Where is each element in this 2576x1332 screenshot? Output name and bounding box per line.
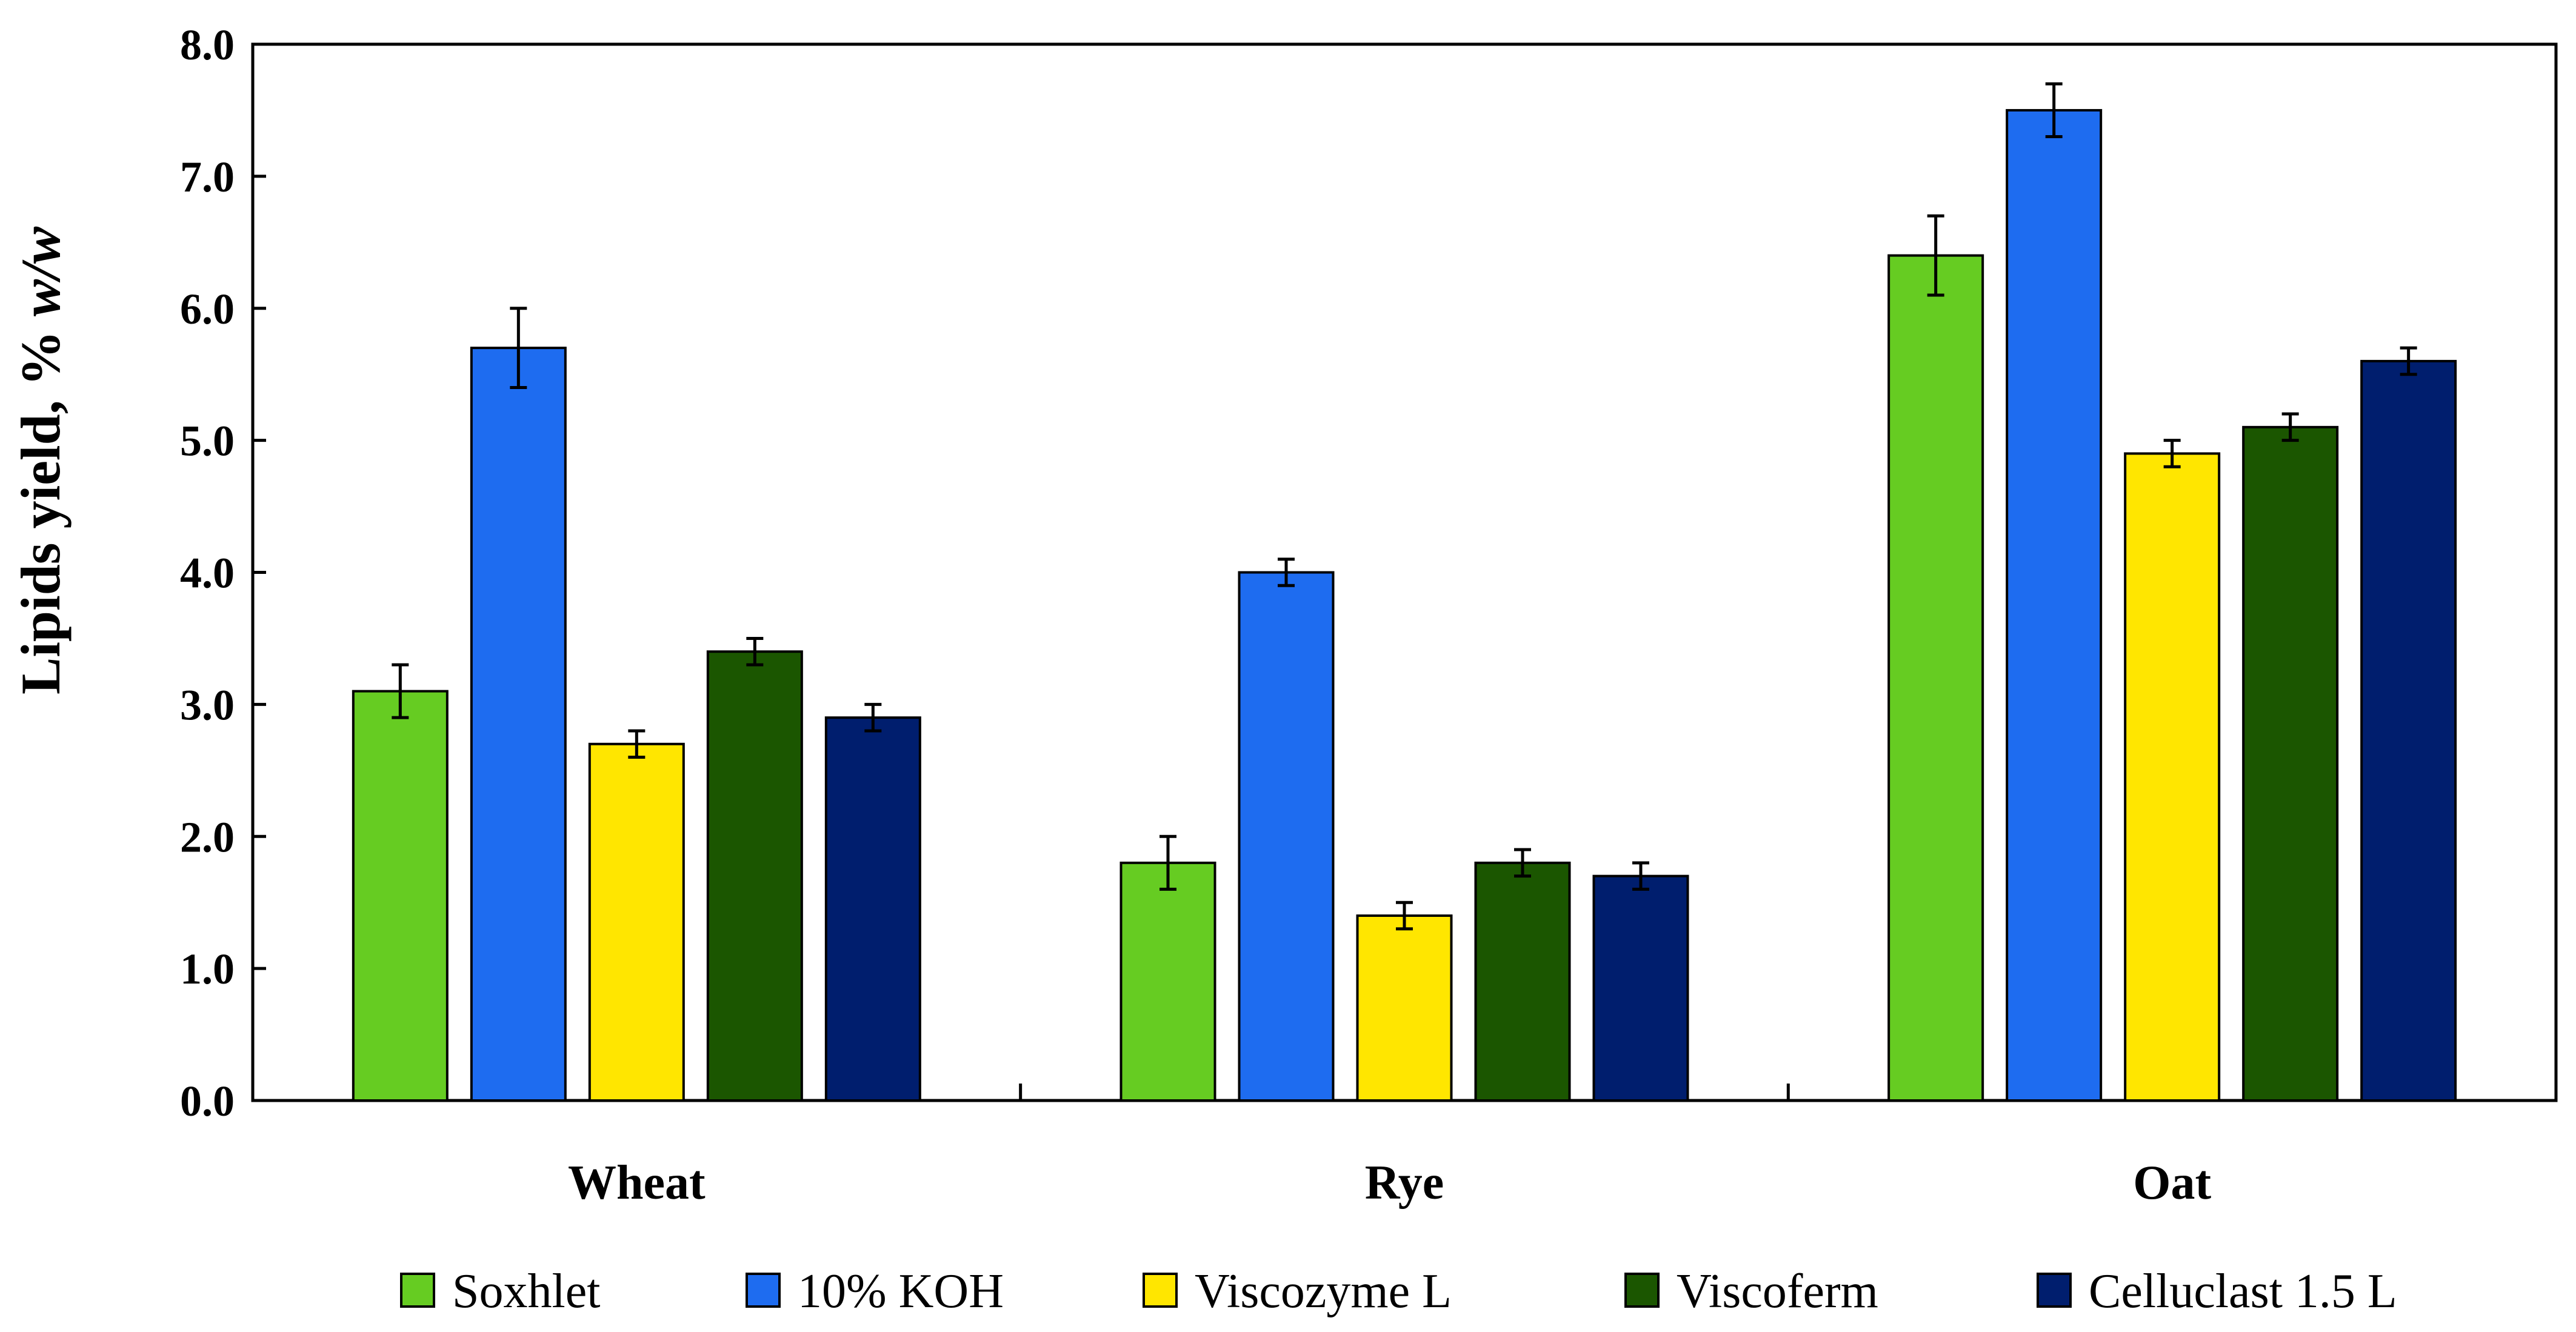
y-tick-label: 3.0: [180, 681, 235, 729]
bar-viscoferm-wheat: [706, 650, 803, 1102]
y-tick-label: 0.0: [180, 1077, 235, 1125]
legend-label: Celluclast 1.5 L: [2089, 1265, 2397, 1318]
bar-viscoferm-oat: [2242, 425, 2339, 1102]
category-label-oat: Oat: [2133, 1156, 2211, 1210]
legend-swatch-soxhlet: [400, 1273, 435, 1308]
y-axis-title-main: Lipids yield, %: [10, 316, 72, 694]
bar-celluclast-1-5-l-rye: [1592, 874, 1689, 1102]
bar-soxhlet-rye: [1119, 861, 1216, 1102]
y-tick-label: 2.0: [180, 813, 235, 861]
legend-label: Soxhlet: [452, 1265, 600, 1318]
bar-soxhlet-wheat: [352, 690, 449, 1102]
legend-swatch-viscozyme-l: [1143, 1273, 1178, 1308]
legend-swatch-viscoferm: [1624, 1273, 1660, 1308]
category-label-wheat: Wheat: [568, 1156, 706, 1210]
y-axis: 0.0 1.0 2.0 3.0 4.0 5.0 6.0 7.0 8.0: [180, 21, 266, 1125]
bar-viscozyme-l-oat: [2124, 452, 2221, 1102]
y-axis-title: Lipids yield, % w/w: [10, 226, 72, 694]
legend: Soxhlet 10% KOH Viscozyme L Viscoferm Celluc…: [400, 1265, 2397, 1318]
legend-swatch-10-koh: [746, 1273, 781, 1308]
bar-celluclast-1-5-l-wheat: [824, 716, 921, 1102]
y-axis-title-italic: w/w: [10, 226, 72, 316]
bar-viscozyme-l-wheat: [588, 742, 685, 1102]
y-tick-label: 5.0: [180, 417, 235, 465]
legend-label: 10% KOH: [798, 1265, 1004, 1318]
bar-soxhlet-oat: [1887, 254, 1984, 1102]
x-axis: Wheat Rye Oat: [568, 1084, 2211, 1210]
legend-swatch-celluclast-1-5-l: [2037, 1273, 2072, 1308]
y-tick-label: 4.0: [180, 549, 235, 598]
category-label-rye: Rye: [1365, 1156, 1444, 1210]
y-tick-label: 8.0: [180, 21, 235, 69]
legend-label: Viscozyme L: [1195, 1265, 1452, 1318]
bar-10-koh-rye: [1238, 571, 1335, 1102]
y-tick-label: 6.0: [180, 285, 235, 333]
legend-label: Viscoferm: [1677, 1265, 1878, 1318]
bar-viscoferm-rye: [1474, 861, 1571, 1102]
bar-10-koh-wheat: [470, 347, 567, 1102]
bar-10-koh-oat: [2006, 108, 2103, 1102]
y-tick-label: 1.0: [180, 945, 235, 993]
bar-viscozyme-l-rye: [1356, 914, 1453, 1102]
bar-series-group: [352, 82, 2457, 1102]
bar-celluclast-1-5-l-oat: [2360, 359, 2457, 1102]
y-tick-label: 7.0: [180, 153, 235, 201]
